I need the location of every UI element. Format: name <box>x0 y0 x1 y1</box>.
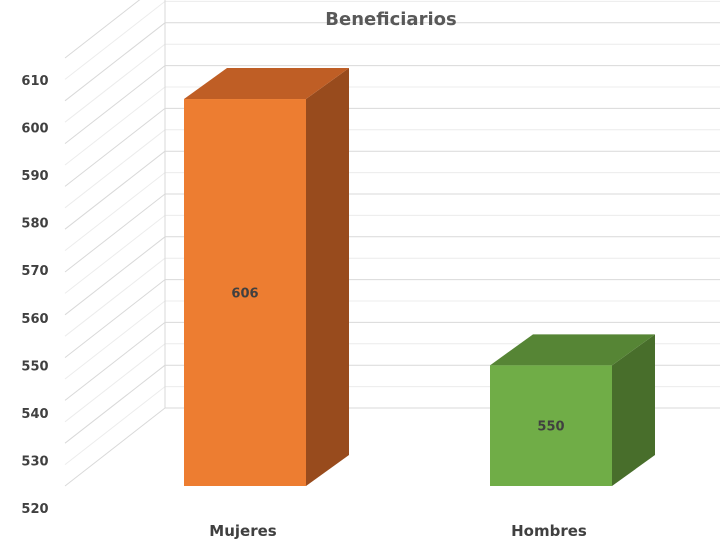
bar-top <box>184 68 349 100</box>
side-gridline <box>64 86 166 166</box>
y-tick-label: 600 <box>21 122 48 137</box>
side-gridline <box>64 343 166 423</box>
category-label: Mujeres <box>209 522 276 540</box>
side-gridline <box>64 257 166 337</box>
bars: 606 550 <box>184 68 655 487</box>
side-gridline <box>64 129 166 209</box>
y-axis-ticks: 520 530 540 550 560 570 580 590 600 610 <box>21 74 48 517</box>
side-gridline <box>64 193 166 273</box>
bar-side <box>612 334 655 486</box>
side-gridline <box>64 172 166 251</box>
side-gridline <box>64 407 166 487</box>
side-gridline <box>64 215 166 294</box>
side-gridline <box>64 22 166 102</box>
y-tick-label: 560 <box>21 312 48 327</box>
side-gridline <box>64 300 166 380</box>
y-tick-label: 580 <box>21 217 48 232</box>
side-gridline <box>64 0 141 59</box>
y-tick-label: 520 <box>21 502 48 517</box>
y-tick-label: 530 <box>21 454 48 469</box>
chart-title: Beneficiarios <box>325 9 456 30</box>
side-gridline <box>64 65 166 144</box>
side-gridline <box>64 236 166 316</box>
side-gridline <box>64 386 166 465</box>
side-gridline <box>64 322 166 401</box>
y-tick-label: 540 <box>21 407 48 422</box>
data-label: 550 <box>537 420 564 435</box>
y-tick-label: 570 <box>21 264 48 279</box>
bar-front <box>184 99 306 487</box>
bar-mujeres: 606 <box>184 68 349 487</box>
bar-top <box>490 334 655 366</box>
data-label: 606 <box>231 287 258 302</box>
bar-side <box>306 68 349 487</box>
side-gridline <box>64 43 166 123</box>
y-tick-label: 610 <box>21 74 48 89</box>
bar-front <box>490 365 612 486</box>
y-tick-label: 590 <box>21 169 48 184</box>
category-label: Hombres <box>511 522 587 540</box>
side-gridline <box>64 279 166 358</box>
side-gridline <box>64 108 166 187</box>
y-tick-label: 550 <box>21 359 48 374</box>
side-gridline <box>64 364 166 444</box>
side-gridline <box>64 150 166 230</box>
bar-hombres: 550 <box>490 334 655 486</box>
category-labels: Mujeres Hombres <box>209 522 587 540</box>
side-gridline <box>64 1 166 80</box>
